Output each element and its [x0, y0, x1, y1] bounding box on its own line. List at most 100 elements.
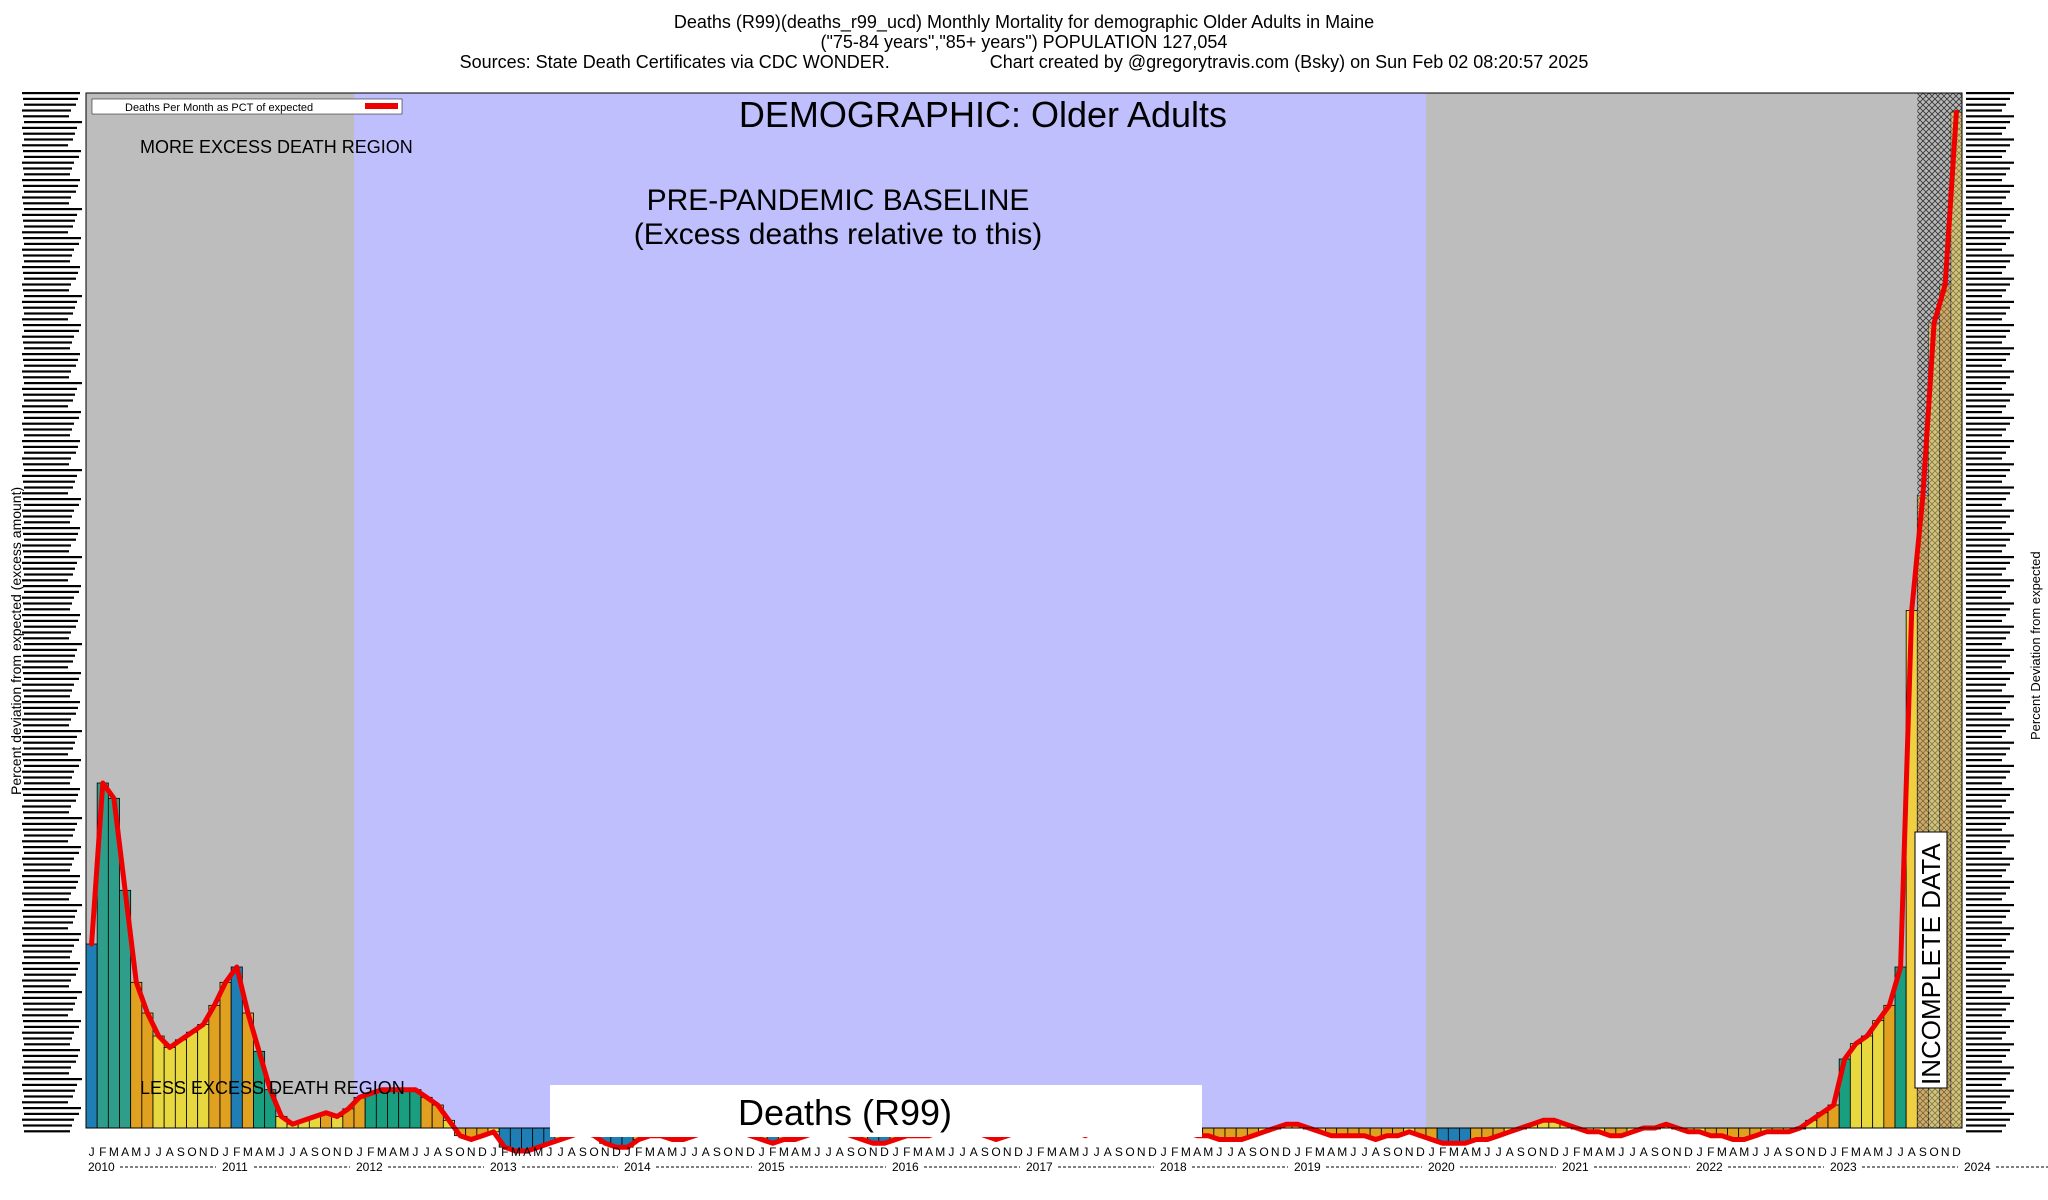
x-tick-month: M [1471, 1145, 1481, 1159]
x-tick-month: S [1115, 1145, 1123, 1159]
y-axis-label-right: Percent Deviation from expected [2028, 551, 2043, 740]
x-tick-month: M [1739, 1145, 1749, 1159]
y-tick-right [1966, 556, 2014, 559]
y-tick-right [1966, 915, 2006, 918]
x-tick-month: A [389, 1145, 397, 1159]
y-tick-left [24, 1095, 73, 1098]
y-tick-right [1966, 573, 2002, 576]
x-tick-year: 2016 [892, 1160, 919, 1174]
x-tick-month: J [1831, 1145, 1837, 1159]
x-tick-month: A [1104, 1145, 1112, 1159]
y-tick-left [23, 828, 75, 831]
x-tick-month: O [723, 1145, 732, 1159]
x-tick-year: 2015 [758, 1160, 785, 1174]
y-tick-right [1966, 938, 2006, 941]
x-tick-month: M [1717, 1145, 1727, 1159]
y-tick-left [22, 231, 68, 234]
y-tick-right [1966, 817, 2010, 820]
y-tick-right [1966, 933, 2010, 936]
bar [1883, 1004, 1896, 1129]
y-tick-right [1966, 474, 2006, 477]
x-tick-month: M [1851, 1145, 1861, 1159]
x-tick-month: S [1383, 1145, 1391, 1159]
y-tick-left [24, 1043, 70, 1046]
y-tick-left [22, 318, 68, 321]
y-tick-left [24, 817, 82, 820]
y-tick-left [22, 335, 74, 338]
y-tick-right [1966, 295, 2002, 298]
y-tick-right [1966, 1008, 2006, 1011]
x-tick-month: N [869, 1145, 878, 1159]
y-tick-right [1966, 1002, 2010, 1005]
y-tick-left [23, 219, 75, 222]
y-tick-right [1966, 1054, 2006, 1057]
y-tick-right [1966, 677, 2010, 680]
x-tick-month: N [735, 1145, 744, 1159]
bar [219, 981, 232, 1129]
x-tick-month: J [960, 1145, 966, 1159]
y-tick-left [22, 631, 71, 634]
y-tick-right [1966, 689, 2002, 692]
y-tick-right [1966, 248, 2002, 251]
x-tick-month: N [1807, 1145, 1816, 1159]
y-tick-right [1966, 329, 2010, 332]
y-tick-right [1966, 851, 2002, 854]
y-tick-left [22, 492, 68, 495]
y-tick-left [22, 788, 80, 791]
x-tick-month: M [1315, 1145, 1325, 1159]
y-tick-left [23, 689, 72, 692]
y-tick-left [24, 364, 76, 367]
x-tick-month: F [1037, 1145, 1044, 1159]
y-tick-left [24, 225, 73, 228]
y-tick-left [24, 242, 79, 245]
y-tick-right [1966, 1101, 2006, 1104]
y-tick-left [23, 811, 69, 814]
y-tick-right [1966, 741, 2014, 744]
y-tick-left [24, 260, 70, 263]
y-tick-right [1966, 318, 2002, 321]
y-tick-right [1966, 706, 2006, 709]
y-tick-left [23, 132, 75, 135]
x-tick-month: J [814, 1145, 820, 1159]
x-tick-month: O [589, 1145, 598, 1159]
y-tick-left [23, 967, 78, 970]
x-tick-month: S [311, 1145, 319, 1159]
sources-line: Sources: State Death Certificates via CD… [0, 52, 2048, 72]
y-tick-right [1966, 126, 2006, 129]
y-tick-left [24, 799, 76, 802]
y-tick-right [1966, 161, 2014, 164]
y-tick-right [1966, 1095, 2010, 1098]
incomplete-data-label: INCOMPLETE DATA [1916, 843, 1946, 1085]
x-tick-month: S [177, 1145, 185, 1159]
y-tick-right [1966, 266, 2006, 269]
x-tick-month: J [424, 1145, 430, 1159]
y-tick-right [1966, 463, 2014, 466]
x-tick-month: J [1362, 1145, 1368, 1159]
y-tick-left [22, 179, 80, 182]
x-tick-month: F [1171, 1145, 1178, 1159]
x-tick-month: J [1563, 1145, 1569, 1159]
y-tick-right [1966, 637, 2006, 640]
y-tick-left [24, 608, 70, 611]
y-tick-right [1966, 173, 2006, 176]
y-tick-left [22, 1118, 74, 1121]
y-tick-right [1966, 828, 2002, 831]
y-tick-left [24, 103, 76, 106]
x-tick-year: 2014 [624, 1160, 651, 1174]
y-tick-right [1966, 1124, 2006, 1127]
y-tick-left [24, 886, 76, 889]
y-tick-left [22, 579, 68, 582]
y-tick-left [22, 509, 74, 512]
x-tick-month: M [1337, 1145, 1347, 1159]
y-tick-left [24, 973, 76, 976]
x-tick-month: J [278, 1145, 284, 1159]
x-tick-month: A [1863, 1145, 1871, 1159]
x-tick-month: N [467, 1145, 476, 1159]
y-tick-right [1966, 132, 2002, 135]
y-tick-right [1966, 254, 2014, 257]
y-tick-right [1966, 875, 2002, 878]
y-tick-right [1966, 416, 2014, 419]
x-tick-month: S [713, 1145, 721, 1159]
y-tick-right [1966, 179, 2002, 182]
y-tick-left [24, 416, 79, 419]
